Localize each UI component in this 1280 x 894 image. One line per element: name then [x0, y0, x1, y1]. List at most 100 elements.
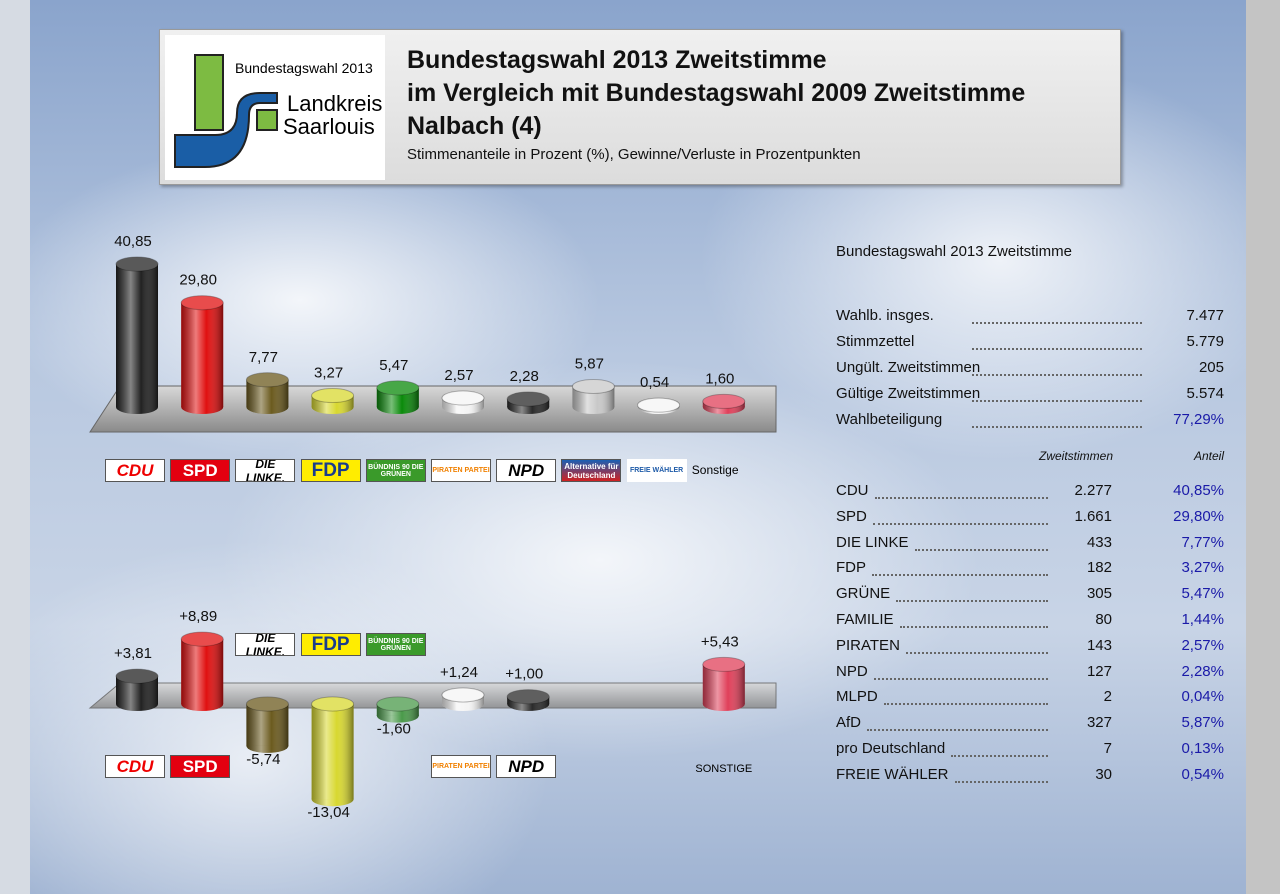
value-label: -1,60: [377, 721, 411, 738]
stat-label: Wahlbeteiligung: [836, 411, 943, 428]
vote-count: 7: [1103, 740, 1112, 757]
vote-count: 30: [1095, 765, 1112, 783]
dot-leader: [875, 497, 1048, 499]
party-name: AfD: [836, 714, 862, 732]
dot-leader: [872, 574, 1048, 577]
value-label: +3,81: [114, 645, 152, 662]
vote-share: 0,54%: [1181, 765, 1224, 783]
party-name: PIRATEN: [836, 636, 900, 654]
side-panel: [1246, 0, 1280, 894]
bar-shade: [181, 302, 224, 407]
party-logo: BÜNDNIS 90 DIE GRÜNEN: [365, 633, 426, 656]
bar-top: [637, 397, 681, 413]
party-logo: NPD: [496, 755, 557, 778]
vote-share: 2,57%: [1181, 636, 1224, 654]
vote-share: 0,04%: [1181, 688, 1224, 706]
dot-leader: [915, 548, 1048, 551]
party-logo: DIE LINKE.: [235, 633, 296, 656]
vote-count: 433: [1086, 533, 1112, 551]
value-label: 2,57: [444, 367, 473, 384]
value-label: +1,24: [440, 664, 478, 681]
bar-top: [441, 687, 485, 703]
stat-label: Gültige Zweitstimmen: [836, 385, 981, 402]
party-logo: PIRATEN PARTEI: [431, 755, 491, 778]
stat-value: 205: [1198, 359, 1224, 376]
dot-leader: [884, 703, 1048, 706]
dot-leader: [906, 651, 1048, 654]
bar-shade: [311, 704, 354, 800]
value-label: +5,43: [701, 633, 739, 650]
title: Bundestagswahl 2013 Zweitstimme: [407, 46, 827, 74]
dot-leader: [873, 522, 1048, 525]
party-name: FREIE WÄHLER: [836, 765, 949, 783]
title: im Vergleich mit Bundestagswahl 2009 Zwe…: [407, 79, 1026, 107]
party-name: NPD: [836, 662, 868, 680]
bar-top: [115, 256, 159, 272]
logo-name: Landkreis: [287, 91, 382, 116]
bar-top: [180, 631, 224, 647]
party-logo: FDP: [300, 459, 361, 482]
header: Bundestagswahl 2013 Landkreis Saarlouis …: [159, 29, 1121, 185]
bar-top-light: [572, 379, 615, 394]
party-logo: SPD: [170, 459, 231, 482]
party-name: FDP: [836, 559, 866, 577]
stat-value: 7.477: [1186, 307, 1224, 324]
party-name: SPD: [836, 507, 867, 525]
value-label: 7,77: [249, 349, 278, 366]
bar-top-light: [376, 697, 419, 711]
bar-top: [702, 656, 746, 672]
bar-shade: [116, 264, 158, 407]
dot-leader: [972, 322, 1142, 324]
bar-top: [245, 696, 289, 712]
bar-top-light: [637, 398, 680, 413]
bar-top: [115, 668, 159, 684]
value-label: 29,80: [179, 272, 217, 289]
party-logo: Sonstige: [691, 463, 739, 477]
bar-top: [376, 380, 420, 396]
bar-top: [506, 689, 550, 705]
dot-leader: [896, 600, 1048, 603]
logo: Bundestagswahl 2013 Landkreis Saarlouis: [165, 35, 385, 180]
bar-top-light: [442, 391, 484, 406]
bar-top-light: [507, 689, 550, 704]
value-label: 1,60: [705, 370, 734, 387]
value-label: -5,74: [246, 751, 280, 768]
table-header: Zweitstimmen: [1038, 449, 1113, 463]
vote-count: 327: [1086, 714, 1112, 732]
party-name: MLPD: [836, 688, 878, 706]
bar-top-light: [116, 669, 158, 684]
side-panel: [0, 0, 30, 894]
dot-leader: [972, 400, 1142, 402]
vote-share: 2,28%: [1181, 662, 1224, 680]
party-logo: SPD: [170, 755, 231, 778]
vote-count: 143: [1086, 636, 1112, 654]
party-logo: DIE LINKE.: [235, 459, 296, 482]
title: Nalbach (4): [407, 112, 542, 140]
party-logo: FDP: [300, 633, 361, 656]
bar-top-light: [442, 687, 484, 702]
bar-top: [311, 696, 355, 712]
value-label: 0,54: [640, 374, 669, 391]
bar-shade: [181, 639, 224, 704]
bar-top: [376, 696, 420, 712]
value-label: +8,89: [179, 608, 217, 625]
bar-top: [245, 372, 289, 388]
value-label: 40,85: [114, 233, 152, 250]
party-name: CDU: [836, 482, 869, 499]
vote-count: 182: [1086, 559, 1112, 577]
vote-share: 7,77%: [1181, 533, 1224, 551]
party-name: DIE LINKE: [836, 533, 909, 551]
bar-top-light: [181, 295, 224, 310]
bar-top-light: [181, 632, 224, 647]
stat-label: Ungült. Zweitstimmen: [836, 359, 981, 376]
bar-top-light: [246, 697, 289, 711]
party-logo: CDU: [105, 755, 165, 778]
vote-count: 1.661: [1074, 507, 1112, 525]
party-name: pro Deutschland: [836, 740, 946, 757]
dot-leader: [874, 677, 1048, 680]
vote-count: 305: [1086, 585, 1112, 603]
party-logo: SONSTIGE: [695, 763, 753, 775]
party-logo: BÜNDNIS 90 DIE GRÜNEN: [365, 459, 426, 482]
logo-graphic: Bundestagswahl 2013 Landkreis Saarlouis: [174, 54, 382, 168]
